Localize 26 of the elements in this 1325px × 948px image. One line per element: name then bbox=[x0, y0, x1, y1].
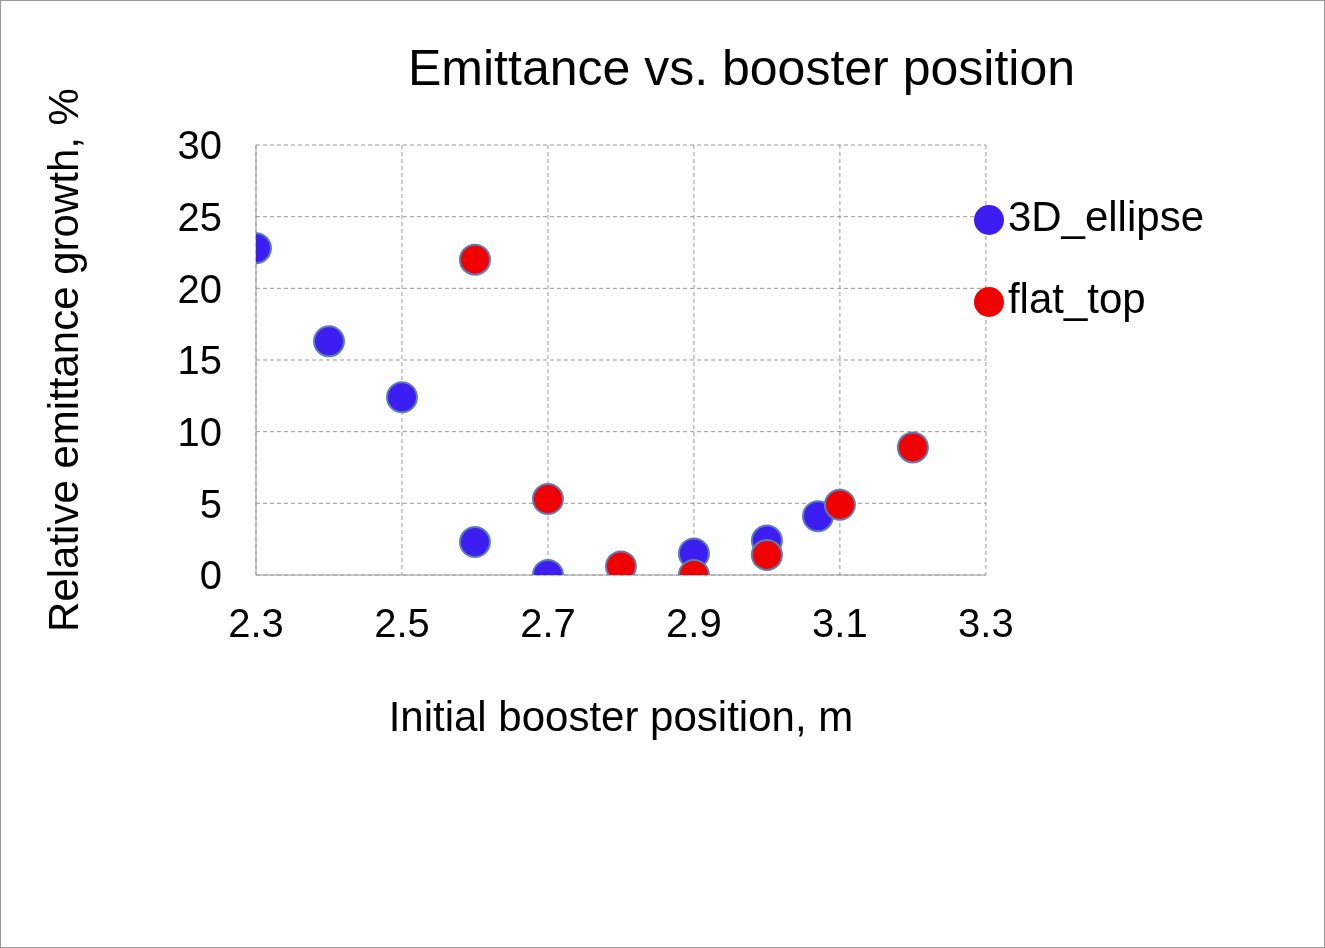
point bbox=[896, 431, 929, 464]
point bbox=[458, 526, 491, 559]
y-axis-title: Relative emittance growth, % bbox=[39, 88, 87, 632]
x-tick-label: 3.1 bbox=[812, 601, 868, 646]
x-tick-label: 2.9 bbox=[666, 601, 722, 646]
point bbox=[823, 488, 856, 521]
x-tick-label: 3.3 bbox=[958, 601, 1014, 646]
y-tick-label: 20 bbox=[177, 266, 222, 311]
y-tick-label: 30 bbox=[177, 123, 222, 168]
legend-label: 3D_ellipse bbox=[1007, 193, 1204, 240]
x-tick-label: 2.5 bbox=[374, 601, 430, 646]
point bbox=[458, 243, 491, 276]
point bbox=[531, 483, 564, 516]
y-tick-label: 10 bbox=[177, 409, 222, 454]
y-tick-label: 15 bbox=[177, 338, 222, 383]
x-tick-label: 2.3 bbox=[228, 601, 284, 646]
point bbox=[385, 381, 418, 414]
x-axis-title: Initial booster position, m bbox=[388, 693, 854, 740]
point bbox=[750, 538, 783, 571]
chart-title: Emittance vs. booster position bbox=[407, 39, 1076, 97]
point bbox=[312, 325, 345, 358]
y-tick-label: 25 bbox=[177, 194, 222, 239]
legend-label: flat_top bbox=[1007, 275, 1146, 322]
y-tick-label: 0 bbox=[199, 553, 222, 598]
x-tick-label: 2.7 bbox=[520, 601, 576, 646]
y-tick-label: 5 bbox=[199, 481, 222, 526]
